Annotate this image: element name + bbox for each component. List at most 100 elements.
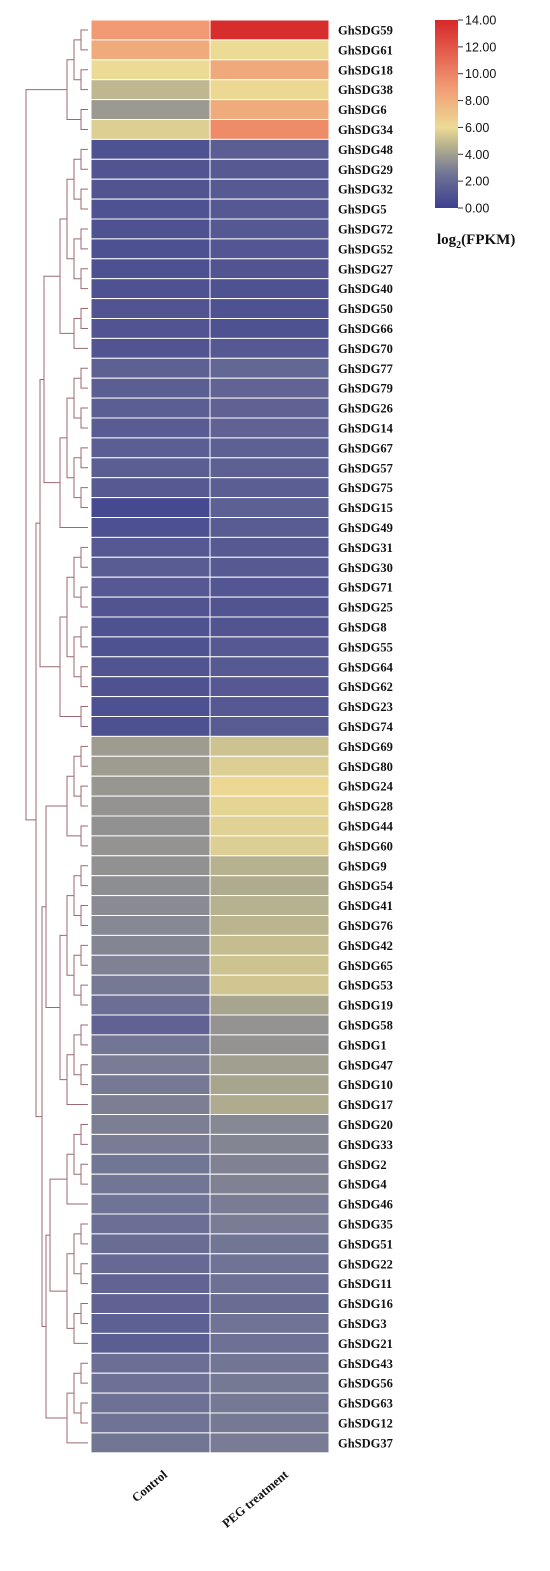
heatmap-cell — [209, 1392, 330, 1414]
heatmap-cell — [90, 218, 211, 240]
row-label: GhSDG30 — [338, 561, 393, 575]
heatmap-cell — [90, 357, 211, 379]
row-label: GhSDG63 — [338, 1397, 393, 1411]
heatmap-cell — [90, 397, 211, 419]
heatmap-cell — [209, 1133, 330, 1155]
heatmap-cell — [209, 735, 330, 757]
heatmap-cell — [209, 218, 330, 240]
row-label: GhSDG16 — [338, 1297, 393, 1311]
dendrogram-branch — [41, 906, 46, 1328]
heatmap-cell — [209, 497, 330, 519]
row-label: GhSDG3 — [338, 1317, 387, 1331]
dendrogram-branch — [73, 1133, 81, 1175]
row-label: GhSDG8 — [338, 620, 387, 634]
dendrogram-branch — [66, 1153, 88, 1205]
heatmap-cell — [90, 377, 211, 399]
row-label: GhSDG4 — [338, 1178, 387, 1192]
row-label: GhSDG31 — [338, 541, 393, 555]
heatmap-cell — [90, 1034, 211, 1056]
heatmap-cell — [209, 298, 330, 320]
heatmap-cell — [90, 1173, 211, 1195]
colorbar-gradient — [435, 20, 458, 208]
heatmap-cell — [209, 437, 330, 459]
dendrogram-branch — [80, 586, 88, 608]
heatmap-cell — [90, 636, 211, 658]
heatmap-cell — [209, 656, 330, 678]
heatmap-cell — [209, 1432, 330, 1454]
row-label: GhSDG2 — [338, 1158, 387, 1172]
heatmap-cell — [209, 1034, 330, 1056]
row-label: GhSDG44 — [338, 819, 394, 833]
row-label: GhSDG53 — [338, 979, 393, 993]
dendrogram-branch — [73, 755, 81, 797]
heatmap-cell — [90, 19, 211, 41]
heatmap-cell — [209, 835, 330, 857]
row-label: GhSDG15 — [338, 501, 393, 515]
dendrogram-branch — [73, 158, 81, 200]
dendrogram-branch — [49, 1178, 67, 1292]
heatmap-cell — [209, 895, 330, 916]
heatmap-cell — [209, 19, 330, 41]
row-label: GhSDG58 — [338, 1018, 393, 1032]
heatmap-cell — [90, 696, 211, 717]
dendrogram-branch — [59, 934, 67, 1081]
dendrogram-branch — [43, 275, 60, 484]
row-label: GhSDG42 — [338, 939, 393, 953]
heatmap-cell — [90, 437, 211, 459]
dendrogram-branch — [80, 69, 88, 91]
heatmap-cell — [209, 1014, 330, 1036]
row-label: GhSDG60 — [338, 839, 393, 853]
heatmap-cell — [90, 934, 211, 956]
heatmap-cell — [90, 1054, 211, 1076]
heatmap-cell — [90, 915, 211, 936]
heatmap-cells — [90, 19, 330, 1454]
row-label: GhSDG32 — [338, 183, 393, 197]
heatmap-cell — [209, 178, 330, 200]
heatmap-cell — [209, 616, 330, 638]
row-label: GhSDG62 — [338, 680, 393, 694]
heatmap-cell — [90, 138, 211, 160]
heatmap-cell — [90, 258, 211, 280]
row-label: GhSDG51 — [338, 1237, 393, 1251]
heatmap-cell — [209, 59, 330, 81]
heatmap-cell — [209, 1153, 330, 1175]
heatmap-cell — [209, 1412, 330, 1434]
heatmap-cell — [209, 377, 330, 399]
row-label: GhSDG20 — [338, 1118, 393, 1132]
row-label: GhSDG49 — [338, 521, 393, 535]
dendrogram-branch — [80, 188, 88, 210]
row-label: GhSDG66 — [338, 322, 393, 336]
heatmap-cell — [90, 895, 211, 916]
colorbar-tick-label: 2.00 — [465, 175, 489, 189]
row-label: GhSDG57 — [338, 461, 393, 475]
row-label: GhSDG56 — [338, 1377, 393, 1391]
row-label: GhSDG46 — [338, 1198, 393, 1212]
heatmap-cell — [209, 278, 330, 300]
dendrogram-branch — [80, 1123, 88, 1145]
row-label: GhSDG75 — [338, 481, 393, 495]
heatmap-cell — [90, 676, 211, 698]
colorbar-tick-label: 0.00 — [465, 202, 489, 216]
dendrogram-branch — [80, 666, 88, 688]
heatmap-cell — [209, 1352, 330, 1374]
heatmap-cell — [209, 1094, 330, 1115]
row-label: GhSDG50 — [338, 302, 393, 316]
heatmap-cell — [90, 1293, 211, 1314]
heatmap-cell — [209, 1273, 330, 1295]
heatmap-cell — [209, 1372, 330, 1394]
heatmap-cell — [209, 119, 330, 140]
heatmap-cell — [209, 915, 330, 936]
heatmap-cell — [209, 337, 330, 359]
row-label: GhSDG9 — [338, 859, 387, 873]
dendrogram-branch — [25, 89, 67, 821]
heatmap-cell — [90, 1074, 211, 1096]
column-labels: Control PEG treatment — [129, 1467, 291, 1531]
heatmap-cell — [90, 576, 211, 598]
dendrogram-branch — [45, 1234, 67, 1419]
heatmap-cell — [209, 357, 330, 379]
dendrogram-branch — [80, 1362, 88, 1384]
heatmap-cell — [209, 934, 330, 956]
row-dendrogram — [25, 29, 88, 1444]
heatmap-cell — [90, 1213, 211, 1235]
